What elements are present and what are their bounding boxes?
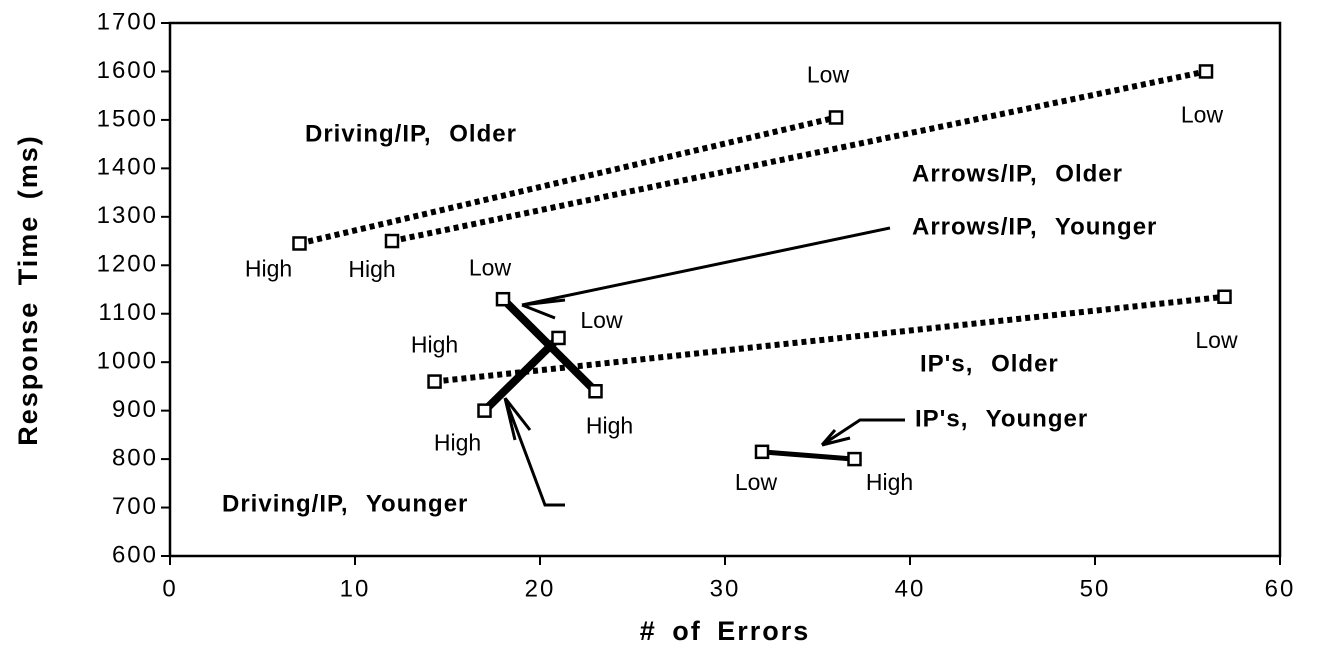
series-label: Driving/IP, Younger: [222, 490, 468, 517]
point-label: High: [434, 430, 481, 456]
y-tick-label: 1200: [97, 251, 158, 278]
point-label: High: [245, 256, 292, 282]
series-line: [434, 293, 1225, 385]
annotation-arrow: [820, 418, 905, 447]
point-label: Low: [580, 307, 623, 333]
y-tick-label: 1600: [97, 57, 158, 84]
y-tick-label: 900: [112, 396, 158, 423]
y-tick-label: 1100: [98, 299, 158, 326]
series-label: Arrows/IP, Younger: [912, 213, 1157, 240]
marker: [292, 236, 307, 251]
y-tick-label: 1500: [97, 105, 158, 132]
x-tick-label: 30: [710, 575, 741, 602]
marker: [847, 451, 862, 467]
point-label: High: [586, 412, 633, 438]
x-axis-title: # of Errors: [640, 616, 811, 646]
annotation-arrow: [521, 226, 891, 320]
y-tick-label: 700: [112, 493, 158, 520]
x-tick-label: 40: [895, 575, 926, 602]
x-tick-label: 0: [162, 575, 177, 602]
y-tick-label: 1700: [97, 8, 158, 35]
marker: [1217, 289, 1232, 305]
point-label: High: [866, 469, 913, 495]
point-label: High: [348, 256, 395, 282]
marker: [427, 374, 442, 389]
series-line: [481, 335, 562, 414]
y-axis-title: Response Time (ms): [13, 134, 43, 446]
marker: [384, 233, 400, 249]
y-tick-label: 600: [112, 541, 158, 568]
marker: [754, 444, 770, 460]
series-label: IP's, Older: [920, 350, 1059, 377]
series-label: Arrows/IP, Older: [912, 160, 1123, 187]
x-tick-label: 50: [1080, 575, 1111, 602]
marker: [1198, 64, 1214, 79]
series-label: IP's, Younger: [915, 405, 1088, 432]
marker: [828, 110, 844, 125]
marker: [495, 291, 511, 307]
marker: [551, 330, 566, 346]
series-line: [298, 114, 837, 247]
x-tick-label: 60: [1265, 575, 1296, 602]
series-line: [761, 449, 855, 462]
point-label: Low: [735, 469, 778, 495]
marker: [588, 384, 603, 399]
point-label: High: [411, 332, 458, 358]
marker: [477, 403, 492, 418]
annotation-arrow: [503, 397, 565, 507]
y-tick-label: 1000: [97, 348, 158, 375]
y-tick-label: 800: [112, 444, 158, 471]
series-label: Driving/IP, Older: [305, 120, 517, 147]
point-label: Low: [1181, 102, 1224, 128]
point-label: Low: [807, 62, 850, 88]
x-tick-label: 10: [340, 575, 371, 602]
plot-frame: [168, 21, 1282, 558]
y-tick-label: 1400: [97, 154, 158, 181]
x-tick-label: 20: [525, 575, 556, 602]
point-label: Low: [1195, 327, 1238, 353]
y-tick-label: 1300: [97, 202, 158, 229]
point-label: Low: [469, 254, 512, 280]
series-line: [391, 68, 1207, 244]
